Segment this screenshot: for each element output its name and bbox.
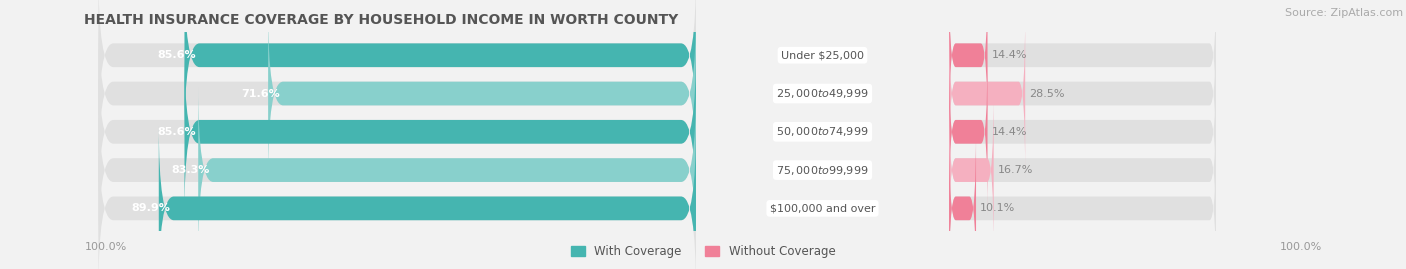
FancyBboxPatch shape [98,86,696,254]
FancyBboxPatch shape [159,125,696,269]
Text: Source: ZipAtlas.com: Source: ZipAtlas.com [1285,8,1403,18]
FancyBboxPatch shape [98,0,696,139]
FancyBboxPatch shape [949,86,994,254]
FancyBboxPatch shape [98,10,696,177]
FancyBboxPatch shape [949,0,987,139]
FancyBboxPatch shape [98,48,696,216]
FancyBboxPatch shape [198,86,696,254]
Text: 10.1%: 10.1% [980,203,1015,213]
Text: HEALTH INSURANCE COVERAGE BY HOUSEHOLD INCOME IN WORTH COUNTY: HEALTH INSURANCE COVERAGE BY HOUSEHOLD I… [84,13,679,27]
Text: 14.4%: 14.4% [991,50,1026,60]
Text: 83.3%: 83.3% [172,165,209,175]
Text: $100,000 and over: $100,000 and over [769,203,876,213]
FancyBboxPatch shape [184,0,696,139]
FancyBboxPatch shape [184,48,696,216]
Text: Under $25,000: Under $25,000 [780,50,865,60]
FancyBboxPatch shape [949,48,987,216]
Text: 85.6%: 85.6% [157,127,197,137]
FancyBboxPatch shape [949,86,1216,254]
Text: 89.9%: 89.9% [132,203,170,213]
FancyBboxPatch shape [269,10,696,177]
FancyBboxPatch shape [949,48,1216,216]
Text: 100.0%: 100.0% [84,242,127,252]
Text: $25,000 to $49,999: $25,000 to $49,999 [776,87,869,100]
FancyBboxPatch shape [98,125,696,269]
FancyBboxPatch shape [949,0,1216,139]
Legend: With Coverage, Without Coverage: With Coverage, Without Coverage [565,241,841,263]
FancyBboxPatch shape [949,125,976,269]
Text: 100.0%: 100.0% [1279,242,1322,252]
Text: 16.7%: 16.7% [998,165,1033,175]
FancyBboxPatch shape [949,10,1025,177]
Text: 71.6%: 71.6% [242,89,280,98]
Text: $50,000 to $74,999: $50,000 to $74,999 [776,125,869,138]
FancyBboxPatch shape [949,125,1216,269]
Text: 28.5%: 28.5% [1029,89,1064,98]
Text: 14.4%: 14.4% [991,127,1026,137]
FancyBboxPatch shape [949,10,1216,177]
Text: 85.6%: 85.6% [157,50,197,60]
Text: $75,000 to $99,999: $75,000 to $99,999 [776,164,869,176]
